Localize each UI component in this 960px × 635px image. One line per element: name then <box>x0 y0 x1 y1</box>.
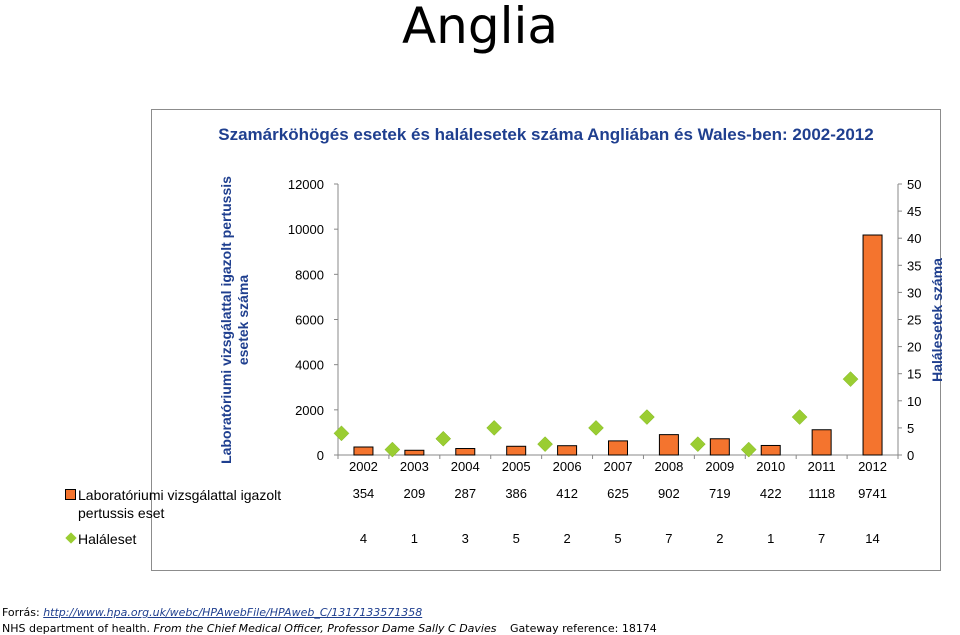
y-right-tick-label: 5 <box>907 421 914 436</box>
x-tick-label: 2005 <box>502 459 531 474</box>
table-bar-value: 719 <box>709 486 731 501</box>
footer-source-label: Forrás: <box>2 606 40 619</box>
x-tick-label: 2009 <box>705 459 734 474</box>
table-marker-value: 7 <box>665 531 672 546</box>
y-right-tick-label: 15 <box>907 367 921 382</box>
table-bar-value: 209 <box>404 486 426 501</box>
y-left-tick-label: 6000 <box>295 313 324 328</box>
table-bar-value: 902 <box>658 486 680 501</box>
table-bar-value: 412 <box>556 486 578 501</box>
bar-2010 <box>760 444 781 456</box>
marker-2007 <box>588 420 604 436</box>
table-marker-value: 1 <box>767 531 774 546</box>
table-marker-value: 7 <box>818 531 825 546</box>
y-left-tick-label: 10000 <box>288 222 324 237</box>
bar-2003 <box>404 449 425 456</box>
footer-source-link[interactable]: http://www.hpa.org.uk/webc/HPAwebFile/HP… <box>43 606 423 619</box>
marker-2005 <box>486 420 503 436</box>
table-marker-value: 5 <box>614 531 621 546</box>
table-marker-value: 14 <box>865 531 879 546</box>
table-marker-value: 4 <box>360 531 367 546</box>
footer-org: NHS department of health. <box>2 622 150 635</box>
table-marker-value: 5 <box>513 531 520 546</box>
y-right-tick-label: 25 <box>907 313 921 328</box>
x-tick-label: 2002 <box>349 459 378 474</box>
chart-title: Szamárköhögés esetek és halálesetek szám… <box>218 125 874 144</box>
table-marker-value: 2 <box>563 531 570 546</box>
bar-2012 <box>862 234 883 456</box>
table-bar-value: 422 <box>760 486 782 501</box>
table-bar-value: 287 <box>454 486 476 501</box>
table-bar-value: 386 <box>505 486 527 501</box>
bar-2004 <box>455 448 476 456</box>
x-tick-label: 2004 <box>451 459 480 474</box>
y-left-tick-label: 2000 <box>295 403 324 418</box>
bar-2005 <box>506 445 527 456</box>
marker-2010 <box>740 441 757 458</box>
y-right-tick-label: 0 <box>907 448 914 463</box>
marker-2002 <box>333 425 350 442</box>
marker-2008 <box>639 409 655 425</box>
y-right-tick-label: 10 <box>907 394 921 409</box>
bar-2002 <box>353 446 374 456</box>
marker-2006 <box>537 436 553 453</box>
marker-2009 <box>689 436 706 453</box>
table-bar-value: 354 <box>353 486 375 501</box>
marker-2012 <box>842 371 859 387</box>
marker-2003 <box>384 441 401 458</box>
y-left-tick-label: 8000 <box>295 267 324 282</box>
x-tick-label: 2006 <box>553 459 582 474</box>
marker-2004 <box>435 430 452 447</box>
x-tick-label: 2007 <box>604 459 633 474</box>
table-marker-value: 2 <box>716 531 723 546</box>
x-tick-label: 2003 <box>400 459 429 474</box>
table-bar-value: 625 <box>607 486 629 501</box>
table-marker-value: 1 <box>411 531 418 546</box>
x-tick-label: 2008 <box>654 459 683 474</box>
legend-marker-series-label: Haláleset <box>78 531 137 547</box>
legend-bar-swatch <box>65 489 76 500</box>
footer-gateway: Gateway reference: 18174 <box>510 622 657 635</box>
footer-credit: NHS department of health. From the Chief… <box>2 622 657 635</box>
bar-2009 <box>709 438 730 456</box>
bar-2006 <box>557 445 578 456</box>
bar-2011 <box>811 429 832 456</box>
y-right-tick-label: 35 <box>907 258 921 273</box>
x-tick-label: 2012 <box>858 459 887 474</box>
y-left-tick-label: 0 <box>317 448 324 463</box>
x-tick-label: 2011 <box>808 459 836 474</box>
y-right-tick-label: 40 <box>907 231 921 246</box>
marker-2011 <box>791 409 808 425</box>
table-bar-value: 9741 <box>858 486 887 501</box>
footer-credit-author: From the Chief Medical Officer, Professo… <box>153 622 497 635</box>
y-right-tick-label: 30 <box>907 285 921 300</box>
table-bar-value: 1118 <box>808 486 835 501</box>
footer-source: Forrás: http://www.hpa.org.uk/webc/HPAwe… <box>2 606 422 619</box>
legend-bar-series-label: Laboratóriumi vizsgálattal igazolt pertu… <box>78 487 282 521</box>
y-left-tick-label: 4000 <box>295 358 324 373</box>
x-tick-label: 2010 <box>756 459 785 474</box>
y-right-tick-label: 50 <box>907 177 921 192</box>
bar-2008 <box>658 434 679 456</box>
table-marker-value: 3 <box>462 531 469 546</box>
y-right-tick-label: 20 <box>907 340 921 355</box>
bar-2007 <box>608 440 628 456</box>
y-right-tick-label: 45 <box>907 204 921 219</box>
page-title: Anglia <box>401 0 559 55</box>
chart-area <box>151 109 941 571</box>
y-left-tick-label: 12000 <box>288 177 324 192</box>
